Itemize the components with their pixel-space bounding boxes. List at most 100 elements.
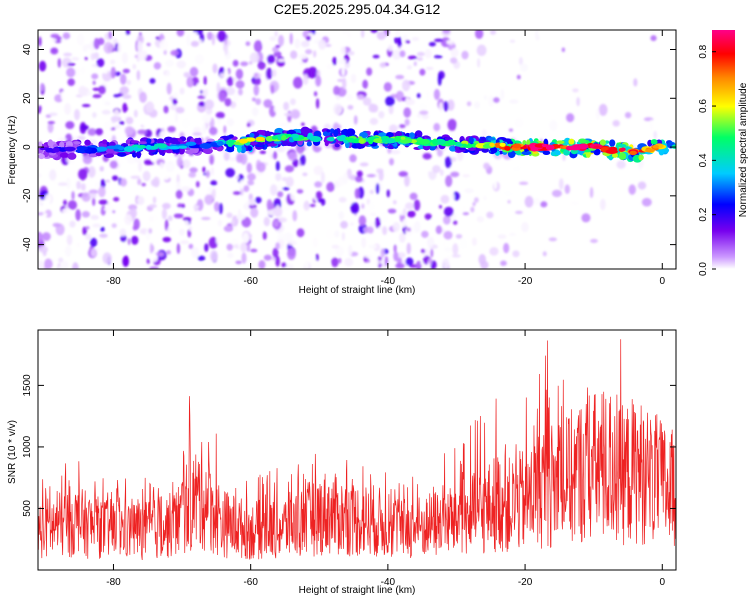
spectrogram-noise	[428, 42, 436, 47]
spectrogram-noise	[279, 122, 289, 127]
spectrogram-noise	[217, 30, 227, 42]
spectrogram-noise	[376, 79, 383, 87]
spectrogram-noise	[564, 184, 570, 195]
spectrogram-noise	[476, 44, 487, 56]
spectrogram-ridge-core	[345, 137, 351, 141]
spectrogram-noise	[179, 228, 185, 236]
spectrogram-ridge-core	[373, 138, 383, 143]
spectrogram-noise	[183, 71, 191, 78]
spectrogram-noise	[96, 58, 105, 68]
spectrogram-noise	[402, 208, 407, 216]
spectrogram-noise	[119, 228, 127, 237]
spectrogram-noise	[193, 127, 202, 133]
spectrogram-noise	[41, 199, 48, 205]
spectrogram-ridge-core	[545, 144, 555, 151]
spectrogram-noise	[445, 175, 453, 188]
spectrogram-noise	[346, 168, 352, 179]
spectrogram-noise	[332, 56, 337, 66]
spectrogram-noise	[375, 217, 381, 229]
spectrogram-noise	[66, 67, 76, 78]
spectrogram-noise	[64, 102, 72, 115]
spectrogram-noise	[572, 88, 579, 93]
spectrogram-noise	[474, 30, 484, 40]
spectrogram-noise	[208, 126, 218, 136]
spectrogram-noise	[207, 31, 213, 41]
spectrogram-noise	[473, 197, 479, 203]
spectrogram-noise	[292, 158, 299, 168]
spectrogram-noise	[102, 69, 108, 74]
spectrogram-ridge-core	[123, 146, 135, 153]
spectrogram-noise	[403, 107, 412, 118]
spectrogram-noise	[294, 38, 301, 49]
spectrogram-noise	[125, 116, 134, 125]
spectrogram-noise	[165, 160, 175, 173]
spectrogram-noise	[283, 101, 290, 111]
spectrogram-noise	[88, 166, 96, 178]
spectrogram-ridge-blob	[136, 150, 142, 159]
spectrogram-noise	[309, 203, 316, 208]
spectrogram-noise	[38, 105, 42, 112]
spectrogram-noise	[548, 237, 557, 242]
spectrogram-noise	[561, 47, 566, 53]
spectrogram-noise	[145, 101, 155, 114]
spectrogram-ridge-core	[239, 138, 248, 144]
spectrogram-noise	[384, 256, 389, 267]
spectrogram-noise	[326, 63, 335, 70]
spectrogram-noise	[284, 165, 295, 173]
spectrogram-noise	[347, 32, 352, 39]
spectrogram-noise	[549, 120, 558, 131]
spectrogram-noise	[421, 114, 430, 120]
spectrogram-ridge-core	[255, 136, 266, 142]
spectrogram-noise	[71, 191, 75, 201]
snr-xtick-label: -60	[243, 577, 258, 588]
spectrogram-ridge-core	[400, 136, 406, 140]
spectrogram-noise	[340, 220, 348, 229]
spectrogram-noise	[172, 98, 178, 106]
spectrogram-noise	[461, 50, 469, 60]
spectrogram-noise	[387, 208, 397, 214]
spectrogram-noise	[488, 95, 495, 107]
spectrogram-noise	[399, 232, 406, 243]
spectrogram-noise	[42, 249, 47, 257]
spectrogram-noise	[476, 216, 484, 223]
spectrogram-noise	[38, 231, 43, 243]
spectrogram-noise	[313, 165, 324, 176]
spectrogram-noise	[350, 202, 360, 214]
snr-ytick-label: 1500	[22, 374, 33, 397]
spectrogram-noise	[156, 252, 165, 257]
spectrogram-ridge-blob	[88, 153, 98, 158]
spectrogram-noise	[141, 182, 146, 187]
spectrogram-noise	[281, 262, 287, 268]
spectrogram-ridge-blob	[146, 138, 152, 144]
spectrogram-noise	[111, 223, 117, 228]
spectrogram-noise	[349, 154, 357, 163]
spectrogram-noise	[74, 109, 80, 121]
spectrogram-noise	[251, 97, 256, 102]
spectrogram-noise	[450, 48, 459, 58]
spectrogram-noise	[108, 31, 113, 39]
spectrogram-noise	[303, 74, 309, 85]
spectrogram-noise	[275, 242, 281, 250]
spectrogram-noise	[650, 35, 657, 42]
spectrogram-ridge-blob	[59, 152, 70, 158]
spectrogram-noise	[315, 191, 323, 200]
spectrogram-noise	[120, 32, 129, 44]
spectrogram-noise	[57, 137, 67, 142]
spectrogram-noise	[404, 175, 410, 187]
spectrogram-noise	[146, 42, 151, 47]
spectrogram-ridge-blob	[556, 140, 565, 145]
spectrogram-noise	[190, 40, 199, 47]
spectrogram-noise	[370, 30, 378, 33]
spectrogram-noise	[114, 124, 121, 129]
spectrogram-noise	[275, 255, 280, 267]
snr-ytick-label: 1000	[22, 435, 33, 458]
spectrogram-noise	[81, 210, 90, 218]
spectrogram-noise	[195, 83, 201, 96]
spectrogram-noise	[61, 260, 69, 269]
spectrogram-noise	[98, 85, 106, 95]
spectrogram-ridge-blob	[542, 150, 551, 156]
spectrogram-noise	[265, 67, 273, 80]
spectrogram-noise	[421, 264, 427, 269]
spectrogram-noise	[628, 184, 636, 195]
spectrogram-noise	[162, 202, 171, 210]
